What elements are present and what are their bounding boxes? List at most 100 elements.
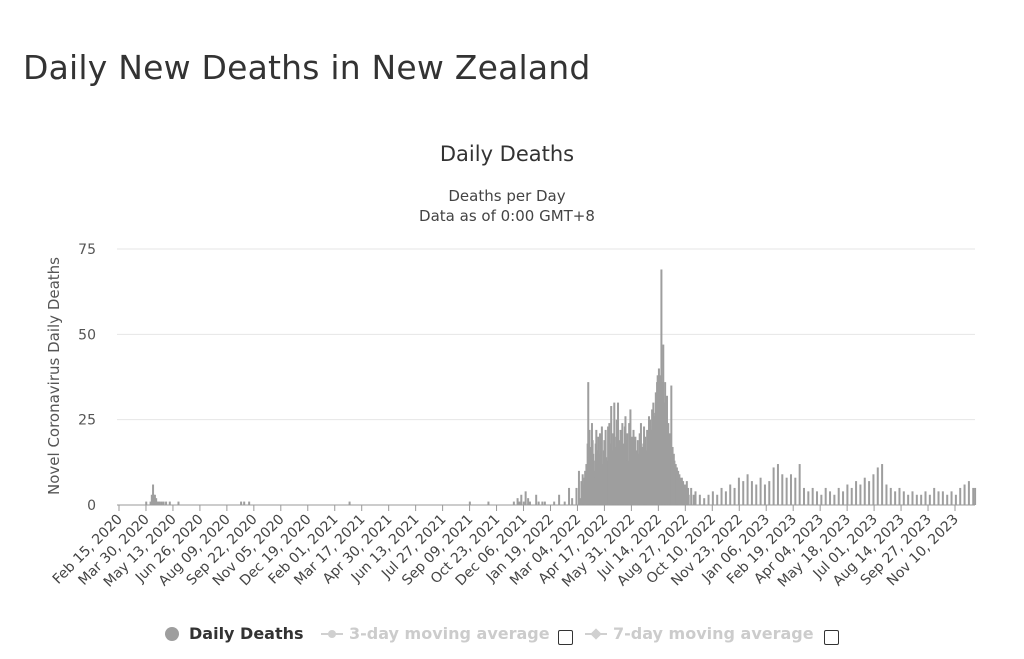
bar	[974, 487, 977, 505]
legend-item-daily-deaths[interactable]: Daily Deaths	[165, 624, 304, 643]
bar	[527, 498, 530, 505]
bar	[597, 436, 600, 505]
legend-label-3-day-average: 3-day moving average	[349, 624, 550, 643]
bar	[243, 501, 246, 505]
y-axis-label: Novel Coronavirus Daily Deaths	[45, 257, 63, 495]
checkbox-3-day-average[interactable]	[558, 630, 573, 645]
bar	[518, 501, 521, 505]
bar	[577, 470, 580, 505]
diamond-line-marker-icon	[585, 632, 607, 635]
bar	[512, 501, 515, 505]
bar	[703, 498, 706, 505]
chart-subtitle-line-1: Deaths per Day	[448, 187, 565, 205]
bar	[863, 477, 866, 505]
bar	[928, 494, 931, 505]
bar	[698, 494, 701, 505]
bar	[941, 491, 944, 505]
bar	[687, 494, 690, 505]
bar	[543, 501, 546, 505]
legend-item-3-day-average[interactable]: 3-day moving average	[321, 624, 550, 643]
line-marker-icon	[321, 629, 343, 638]
bar	[670, 385, 673, 505]
bar	[563, 501, 566, 505]
bar	[729, 484, 732, 505]
bar	[617, 402, 620, 505]
bar	[524, 491, 527, 505]
bar	[516, 498, 519, 505]
y-tick-label: 50	[78, 327, 96, 343]
chart-subtitle-line-2: Data as of 0:00 GMT+8	[419, 207, 595, 225]
bar	[690, 487, 693, 505]
bar	[855, 481, 858, 505]
bar	[487, 501, 490, 505]
bar	[610, 406, 613, 505]
bar	[584, 470, 587, 505]
bar	[776, 464, 779, 505]
bar	[954, 494, 957, 505]
bar	[165, 501, 168, 505]
y-tick-label: 75	[78, 242, 96, 258]
bar	[759, 477, 762, 505]
bar	[541, 501, 544, 505]
bar	[157, 501, 160, 505]
bar	[846, 484, 849, 505]
page-title: Daily New Deaths in New Zealand	[23, 48, 591, 87]
bar	[802, 487, 805, 505]
bar	[755, 484, 758, 505]
bar	[907, 494, 910, 505]
legend-item-7-day-average[interactable]: 7-day moving average	[585, 624, 814, 643]
bar	[781, 474, 784, 505]
bar	[763, 484, 766, 505]
bar	[859, 484, 862, 505]
bar	[885, 484, 888, 505]
bar	[789, 474, 792, 505]
bar	[842, 491, 845, 505]
bar	[881, 464, 884, 505]
bar	[177, 501, 180, 505]
bar	[772, 467, 775, 505]
bar	[746, 474, 749, 505]
bar	[894, 491, 897, 505]
bar	[868, 481, 871, 505]
bar	[608, 423, 611, 505]
y-tick-label: 0	[87, 498, 96, 514]
bar	[240, 501, 243, 505]
bar	[579, 498, 582, 505]
bar	[528, 501, 531, 505]
bar	[872, 474, 875, 505]
bar	[156, 501, 159, 505]
bar	[716, 494, 719, 505]
bar	[833, 494, 836, 505]
bar	[587, 382, 590, 505]
checkbox-7-day-average[interactable]	[824, 630, 839, 645]
bar	[568, 487, 571, 505]
y-axis-ticks: 0 25 50 75	[78, 242, 96, 514]
y-tick-label: 25	[78, 413, 96, 429]
bar	[537, 501, 540, 505]
bar	[946, 494, 949, 505]
bar	[950, 491, 953, 505]
legend-label-daily-deaths: Daily Deaths	[189, 624, 304, 643]
bar	[553, 501, 556, 505]
bar	[248, 501, 251, 505]
bar	[898, 487, 901, 505]
bar	[621, 423, 624, 505]
bar	[522, 501, 525, 505]
bar	[794, 477, 797, 505]
bar	[829, 491, 832, 505]
daily-deaths-chart: Daily Deaths Deaths per Day Data as of 0…	[45, 142, 977, 591]
bar	[168, 501, 171, 505]
bar	[558, 494, 561, 505]
bar	[694, 491, 697, 505]
bar	[581, 474, 584, 505]
bar	[820, 494, 823, 505]
bar	[924, 491, 927, 505]
bar	[798, 464, 801, 505]
bar	[520, 494, 523, 505]
bar	[580, 481, 583, 505]
bar	[959, 487, 962, 505]
bar	[711, 491, 714, 505]
bar	[149, 501, 152, 505]
bar	[153, 494, 156, 505]
bar	[571, 498, 574, 505]
